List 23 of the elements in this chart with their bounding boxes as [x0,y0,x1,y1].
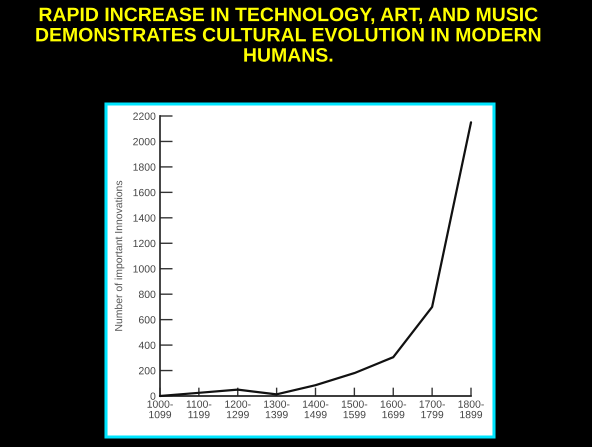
y-tick-label: 800 [138,290,156,298]
x-tick-label: 1300- 1399 [264,400,290,418]
x-tick-label: 1600- 1699 [380,400,406,418]
y-tick-label: 1800 [133,163,156,171]
y-tick-label: 1600 [133,188,156,196]
y-tick-label: 200 [138,367,156,374]
x-tick-label: 1400- 1499 [302,400,328,418]
y-axis-title: Number of important Innovations [114,180,124,331]
x-tick-label: 1100- 1199 [186,400,212,418]
x-tick-label: 1700- 1799 [420,400,445,418]
x-tick-label: 1500- 1599 [342,400,368,418]
y-tick-label: 1200 [133,240,156,248]
x-tick-label: 1200- 1299 [225,400,251,418]
x-tick-label: 1800- 1899 [458,400,484,418]
y-tick-label: 0 [150,392,156,400]
y-tick-label: 1000 [133,265,156,273]
y-tick-label: 600 [138,316,156,324]
x-tick-label: 1000- 1099 [147,400,173,418]
chart-title: RAPID INCREASE IN TECHNOLOGY, ART, AND MUSIC DEMONSTRATES CULTURAL EVOLUTION IN MODERN HUMANS. [36,8,540,62]
y-tick-label: 1400 [133,214,156,222]
y-tick-label: 2200 [133,112,156,120]
y-tick-label: 400 [138,342,156,349]
y-tick-label: 2000 [133,138,156,146]
